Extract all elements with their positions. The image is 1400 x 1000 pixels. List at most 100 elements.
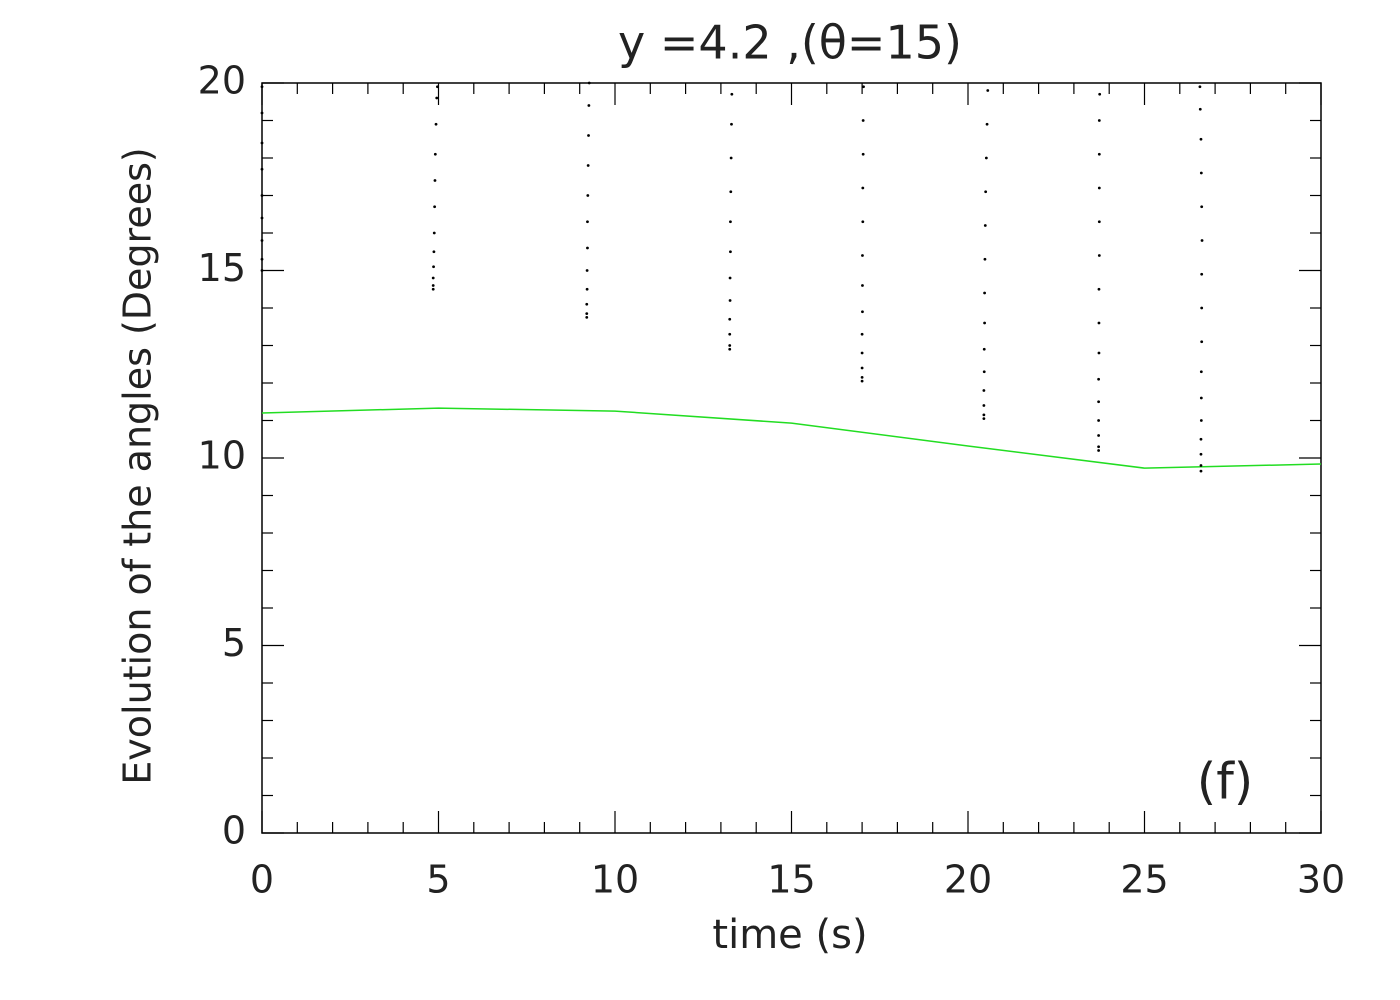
data-point [1199,370,1203,374]
x-axis-label: time (s) [712,912,867,958]
data-point [260,239,264,242]
y-tick-label: 10 [198,434,246,478]
data-point [728,332,732,336]
data-point [585,269,589,272]
data-point [260,194,264,197]
data-point [982,417,986,421]
data-point [1199,419,1203,422]
data-point [728,344,732,347]
data-point [260,257,264,261]
data-point [434,122,438,126]
data-point [586,246,589,250]
data-point [585,315,589,319]
data-point [433,205,437,209]
data-point [1199,437,1203,441]
data-point [586,220,589,224]
data-point [860,332,864,336]
data-point [861,152,865,156]
data-point [730,92,734,96]
data-point [587,134,590,137]
data-point [862,85,865,89]
data-point [1199,469,1203,473]
data-point [433,152,437,156]
data-point [585,287,589,291]
data-point [585,312,589,316]
data-line [261,407,1322,469]
data-point [729,220,732,224]
data-point [1097,419,1101,422]
data-point [984,190,988,194]
data-point [1199,171,1203,175]
data-point [860,375,864,379]
data-point [1199,464,1203,467]
data-point [861,284,864,287]
data-point [260,141,264,145]
data-point [982,370,986,374]
data-point [982,389,986,392]
data-point [728,299,732,302]
data-point [1200,239,1204,242]
data-point [1098,92,1102,96]
data-point [1097,377,1101,381]
data-point [431,284,435,287]
data-point [1097,449,1101,452]
data-point [728,317,732,321]
data-point [1097,434,1101,437]
data-point [432,231,436,235]
data-point [983,321,986,325]
y-tick-label: 0 [222,809,246,853]
data-point [1198,85,1202,89]
data-point [260,85,264,89]
data-point [729,156,733,160]
data-point [1097,220,1101,224]
data-point [435,96,439,100]
data-point [984,156,988,160]
data-point [861,310,864,314]
data-point [587,104,591,107]
data-point [1097,287,1101,291]
data-point [1097,186,1101,190]
data-point [433,179,437,182]
plot-frame [261,82,1322,834]
x-tick-label: 5 [426,858,450,902]
data-point [1097,445,1101,449]
data-point [1200,272,1204,276]
data-point [860,379,864,383]
data-point [983,291,986,295]
data-point [983,224,987,227]
x-tick-label: 30 [1297,858,1345,902]
y-tick-label: 15 [198,246,246,290]
data-point [985,122,989,126]
data-point [982,347,986,351]
data-point [432,265,435,269]
y-tick-label: 5 [222,621,246,665]
x-tick-label: 0 [250,858,274,902]
data-point [1200,340,1204,344]
data-point [586,194,590,197]
panel-label: (f) [1197,753,1254,811]
data-point [861,220,865,224]
x-tick-label: 15 [767,858,815,902]
data-point [1097,321,1101,325]
data-point [861,254,864,257]
data-point [432,250,436,254]
data-point [260,111,264,115]
data-point [586,164,590,167]
data-point [728,347,732,351]
data-point [1200,306,1204,310]
data-point [728,276,732,280]
data-point [1199,452,1203,456]
data-point [982,413,986,417]
data-point [986,89,990,92]
data-point [431,287,435,291]
data-point [861,186,865,190]
chart-title: y =4.2 ,(θ=15) [618,16,962,70]
x-tick-label: 10 [591,858,639,902]
data-point [260,216,264,220]
data-point [260,269,264,272]
data-point [587,81,591,85]
data-point [730,122,733,126]
data-point [1198,107,1202,111]
data-point [1097,254,1101,257]
